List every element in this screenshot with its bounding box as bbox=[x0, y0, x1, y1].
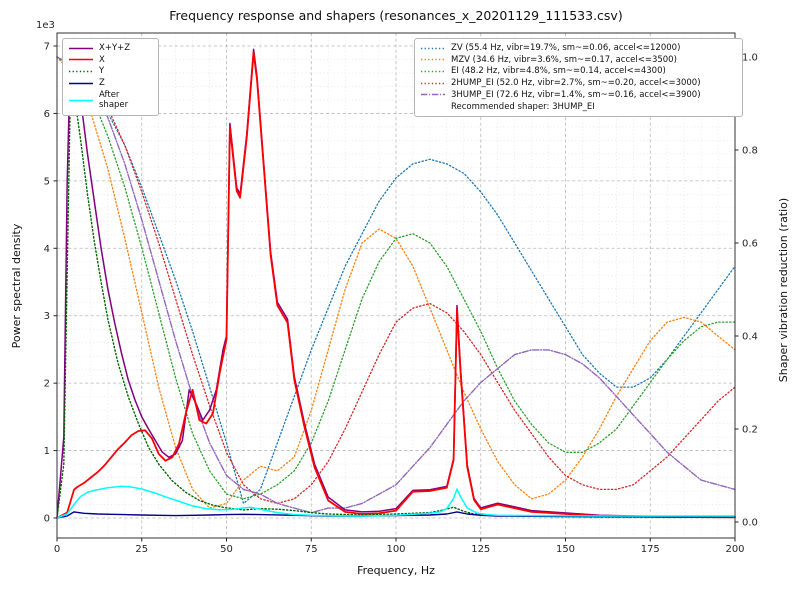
legend-item-label: Z bbox=[99, 77, 105, 88]
legend-line-sample-icon bbox=[421, 47, 445, 50]
y-right-tick-label: 0.4 bbox=[742, 332, 758, 343]
legend-item-label: ZV (55.4 Hz, vibr=19.7%, sm~=0.06, accel… bbox=[451, 43, 681, 53]
shaper-legend: ZV (55.4 Hz, vibr=19.7%, sm~=0.06, accel… bbox=[414, 38, 743, 118]
legend-item-label: MZV (34.6 Hz, vibr=3.6%, sm~=0.17, accel… bbox=[451, 54, 677, 65]
y-right-tick-label: 1.0 bbox=[742, 53, 758, 64]
y-axis-right-label: Shaper vibration reduction (ratio) bbox=[777, 197, 790, 383]
tick-labels: 0 25 50 75 100 125 150 175 200 0 1 2 3 4 5 6 7 0.0 0.2 0.4 0… bbox=[44, 42, 758, 556]
x-tick-label: 100 bbox=[386, 544, 405, 555]
recommended-shaper-note: Recommended shaper: 3HUMP_EI bbox=[451, 102, 595, 113]
legend-item: ZV (55.4 Hz, vibr=19.7%, sm~=0.06, accel… bbox=[420, 43, 736, 54]
x-tick-label: 25 bbox=[135, 544, 148, 555]
series-y bbox=[56, 79, 736, 519]
x-tick-label: 0 bbox=[54, 544, 60, 555]
y-axis-multiplier: 1e3 bbox=[36, 20, 55, 31]
legend-item: EI (48.2 Hz, vibr=4.8%, sm~=0.14, accel<… bbox=[420, 66, 736, 77]
legend-item: X+Y+Z bbox=[68, 43, 152, 54]
x-tick-label: 50 bbox=[220, 544, 233, 555]
legend-item: MZV (34.6 Hz, vibr=3.6%, sm~=0.17, accel… bbox=[420, 55, 736, 66]
legend-item: X bbox=[68, 55, 152, 66]
y-left-tick-label: 5 bbox=[44, 176, 50, 187]
y-left-tick-label: 0 bbox=[44, 514, 50, 525]
y-left-tick-label: 2 bbox=[44, 379, 50, 390]
legend-line-sample-icon bbox=[69, 82, 93, 84]
x-axis-label: Frequency, Hz bbox=[357, 564, 435, 577]
x-tick-label: 125 bbox=[471, 544, 490, 555]
series-after-shaper bbox=[56, 485, 736, 519]
legend-item: Z bbox=[68, 78, 152, 89]
legend-line-sample-icon bbox=[421, 94, 445, 96]
series-z bbox=[56, 511, 736, 519]
y-left-tick-label: 1 bbox=[44, 446, 50, 457]
x-tick-label: 200 bbox=[725, 544, 744, 555]
y-right-tick-label: 0.0 bbox=[742, 518, 758, 529]
legend-item-label: 3HUMP_EI (72.6 Hz, vibr=1.4%, sm~=0.16, … bbox=[451, 89, 701, 100]
legend-line-sample-icon bbox=[69, 99, 93, 101]
legend-line-sample-icon bbox=[421, 70, 445, 73]
series-x bbox=[56, 51, 736, 519]
psd-legend: X+Y+Z X Y Z After shaper bbox=[62, 38, 159, 116]
legend-item: After shaper bbox=[68, 90, 152, 111]
x-tick-label: 175 bbox=[641, 544, 660, 555]
legend-item: 2HUMP_EI (52.0 Hz, vibr=2.7%, sm~=0.20, … bbox=[420, 78, 736, 89]
y-left-tick-label: 4 bbox=[44, 244, 50, 255]
legend-item: 3HUMP_EI (72.6 Hz, vibr=1.4%, sm~=0.16, … bbox=[420, 90, 736, 101]
legend-item-label: X+Y+Z bbox=[99, 43, 131, 53]
legend-item-label: After shaper bbox=[99, 89, 129, 111]
legend-item-label: EI (48.2 Hz, vibr=4.8%, sm~=0.14, accel<… bbox=[451, 66, 666, 77]
psd-legend-items: X+Y+Z X Y Z After shaper bbox=[68, 43, 152, 111]
shaper-legend-items: ZV (55.4 Hz, vibr=19.7%, sm~=0.06, accel… bbox=[420, 43, 736, 100]
x-tick-label: 75 bbox=[305, 544, 318, 555]
y-axis-left-label: Power spectral density bbox=[10, 223, 23, 349]
legend-item-label: X bbox=[99, 54, 105, 65]
y-left-tick-label: 7 bbox=[44, 42, 50, 53]
legend-line-sample-icon bbox=[69, 59, 93, 61]
series-2hump-ei bbox=[56, 56, 736, 505]
legend-line-sample-icon bbox=[421, 82, 445, 84]
series-3hump-ei bbox=[56, 56, 736, 514]
y-right-tick-label: 0.6 bbox=[742, 239, 758, 250]
legend-line-sample-icon bbox=[69, 70, 93, 73]
legend-line-sample-icon bbox=[421, 59, 445, 61]
legend-item-label: 2HUMP_EI (52.0 Hz, vibr=2.7%, sm~=0.20, … bbox=[451, 77, 701, 88]
series-mzv bbox=[56, 56, 736, 509]
series-ei bbox=[56, 56, 736, 500]
legend-line-sample-icon bbox=[69, 47, 93, 50]
y-left-tick-label: 6 bbox=[44, 109, 50, 120]
legend-item-label: Y bbox=[99, 66, 105, 77]
chart-title: Frequency response and shapers (resonanc… bbox=[169, 8, 623, 23]
y-left-tick-label: 3 bbox=[44, 311, 50, 322]
y-right-tick-label: 0.8 bbox=[742, 146, 758, 157]
x-tick-label: 150 bbox=[556, 544, 575, 555]
legend-item: Y bbox=[68, 66, 152, 77]
y-right-tick-label: 0.2 bbox=[742, 425, 758, 436]
